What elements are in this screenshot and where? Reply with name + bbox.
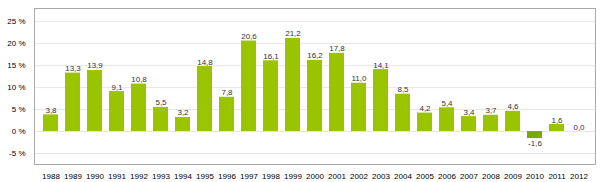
svg-text:2005: 2005 — [416, 172, 434, 181]
svg-text:5 %: 5 % — [12, 105, 26, 114]
svg-text:1994: 1994 — [174, 172, 192, 181]
svg-text:1999: 1999 — [284, 172, 302, 181]
svg-text:4,6: 4,6 — [507, 102, 519, 111]
svg-text:15 %: 15 % — [7, 61, 25, 70]
svg-text:2000: 2000 — [306, 172, 324, 181]
svg-text:2007: 2007 — [460, 172, 478, 181]
svg-text:9,1: 9,1 — [111, 83, 123, 92]
svg-text:2002: 2002 — [350, 172, 368, 181]
svg-text:1988: 1988 — [42, 172, 60, 181]
svg-text:4,2: 4,2 — [419, 104, 431, 113]
svg-text:13,9: 13,9 — [87, 61, 103, 70]
svg-text:2006: 2006 — [438, 172, 456, 181]
svg-text:1989: 1989 — [64, 172, 82, 181]
svg-text:-1,6: -1,6 — [528, 139, 542, 148]
svg-text:1990: 1990 — [86, 172, 104, 181]
svg-text:13,3: 13,3 — [65, 64, 81, 73]
svg-text:25 %: 25 % — [7, 17, 25, 26]
svg-text:10 %: 10 % — [7, 83, 25, 92]
svg-text:2008: 2008 — [482, 172, 500, 181]
svg-text:1995: 1995 — [196, 172, 214, 181]
svg-text:8,5: 8,5 — [397, 85, 409, 94]
svg-text:2004: 2004 — [394, 172, 412, 181]
svg-text:2012: 2012 — [570, 172, 588, 181]
svg-text:10,8: 10,8 — [131, 75, 147, 84]
svg-text:1997: 1997 — [240, 172, 258, 181]
svg-text:14,8: 14,8 — [197, 58, 213, 67]
svg-text:3,2: 3,2 — [177, 108, 189, 117]
svg-text:5,5: 5,5 — [155, 98, 167, 107]
svg-text:1,6: 1,6 — [551, 116, 563, 125]
svg-text:7,8: 7,8 — [221, 88, 233, 97]
svg-text:20 %: 20 % — [7, 39, 25, 48]
svg-text:1998: 1998 — [262, 172, 280, 181]
svg-text:11,0: 11,0 — [352, 74, 368, 83]
svg-text:-5 %: -5 % — [9, 149, 25, 158]
svg-text:1992: 1992 — [130, 172, 148, 181]
svg-text:20,6: 20,6 — [241, 32, 257, 41]
svg-text:17,8: 17,8 — [329, 44, 345, 53]
svg-text:0 %: 0 % — [12, 127, 26, 136]
svg-text:16,1: 16,1 — [263, 52, 279, 61]
svg-text:3,7: 3,7 — [485, 106, 497, 115]
svg-text:21,2: 21,2 — [285, 29, 301, 38]
svg-text:3,8: 3,8 — [45, 106, 57, 115]
svg-text:1996: 1996 — [218, 172, 236, 181]
svg-text:2010: 2010 — [526, 172, 544, 181]
svg-text:5,4: 5,4 — [441, 99, 453, 108]
svg-text:2001: 2001 — [328, 172, 346, 181]
svg-text:1991: 1991 — [108, 172, 126, 181]
svg-text:3,4: 3,4 — [463, 108, 475, 117]
svg-text:0,0: 0,0 — [573, 123, 585, 132]
svg-text:2009: 2009 — [504, 172, 522, 181]
svg-text:16,2: 16,2 — [307, 51, 323, 60]
svg-text:1993: 1993 — [152, 172, 170, 181]
svg-text:2011: 2011 — [548, 172, 566, 181]
svg-text:2003: 2003 — [372, 172, 390, 181]
svg-text:14,1: 14,1 — [373, 61, 389, 70]
